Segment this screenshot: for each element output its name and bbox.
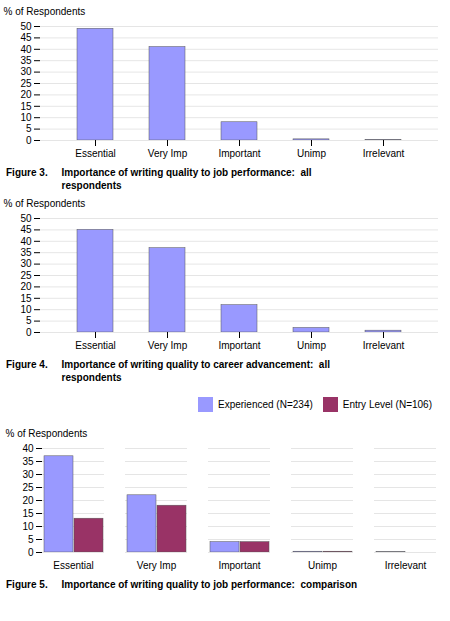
svg-text:Important: Important: [218, 560, 260, 571]
html-text:Figure 3. Importance of writin: Figure 3. Importance of writing quality …: [6, 167, 312, 191]
svg-text:5: 5: [26, 315, 32, 326]
svg-text:Irrelevant: Irrelevant: [363, 148, 405, 159]
svg-text:25: 25: [20, 270, 32, 281]
html-text:Figure 4. Importance of writin: Figure 4. Importance of writing quality …: [6, 359, 330, 383]
svg-text:Unimp: Unimp: [297, 340, 326, 351]
svg-text:30: 30: [20, 258, 32, 269]
svg-text:Important: Important: [218, 340, 260, 351]
html-text:Figure 5. Importance of writin: Figure 5. Importance of writing quality …: [6, 579, 358, 590]
svg-text:20: 20: [22, 495, 34, 506]
svg-text:Essential: Essential: [75, 340, 116, 351]
svg-text:45: 45: [20, 32, 32, 43]
svg-text:35: 35: [22, 456, 34, 467]
svg-text:40: 40: [22, 443, 34, 454]
svg-text:Irrelevant: Irrelevant: [385, 560, 427, 571]
svg-text:45: 45: [20, 224, 32, 235]
svg-text:Very Imp: Very Imp: [148, 148, 188, 159]
svg-text:25: 25: [22, 482, 34, 493]
svg-text:30: 30: [22, 469, 34, 480]
svg-text:Very Imp: Very Imp: [137, 560, 177, 571]
svg-text:5: 5: [26, 123, 32, 134]
svg-text:20: 20: [20, 281, 32, 292]
svg-text:50: 50: [20, 21, 32, 32]
svg-text:10: 10: [20, 304, 32, 315]
svg-text:20: 20: [20, 89, 32, 100]
svg-text:0: 0: [26, 135, 32, 146]
svg-text:50: 50: [20, 213, 32, 224]
svg-text:40: 40: [20, 44, 32, 55]
svg-text:15: 15: [20, 101, 32, 112]
svg-text:% of Respondents: % of Respondents: [4, 6, 86, 17]
svg-text:0: 0: [26, 327, 32, 338]
svg-text:Very Imp: Very Imp: [148, 340, 188, 351]
svg-text:25: 25: [20, 78, 32, 89]
svg-text:Unimp: Unimp: [297, 148, 326, 159]
html-text:Experienced (N=234): Experienced (N=234): [218, 399, 313, 410]
svg-text:15: 15: [20, 293, 32, 304]
svg-text:Essential: Essential: [53, 560, 94, 571]
svg-text:10: 10: [22, 521, 34, 532]
svg-text:40: 40: [20, 236, 32, 247]
svg-text:Unimp: Unimp: [308, 560, 337, 571]
svg-text:30: 30: [20, 66, 32, 77]
html-text:Entry Level (N=106): Entry Level (N=106): [342, 399, 432, 410]
svg-text:Irrelevant: Irrelevant: [363, 340, 405, 351]
svg-text:0: 0: [28, 547, 34, 558]
svg-text:5: 5: [28, 534, 34, 545]
svg-text:% of Respondents: % of Respondents: [6, 428, 88, 439]
svg-text:35: 35: [20, 55, 32, 66]
svg-text:35: 35: [20, 247, 32, 258]
svg-text:10: 10: [20, 112, 32, 123]
svg-text:% of Respondents: % of Respondents: [4, 198, 86, 209]
svg-text:Essential: Essential: [75, 148, 116, 159]
svg-text:15: 15: [22, 508, 34, 519]
svg-text:Important: Important: [218, 148, 260, 159]
